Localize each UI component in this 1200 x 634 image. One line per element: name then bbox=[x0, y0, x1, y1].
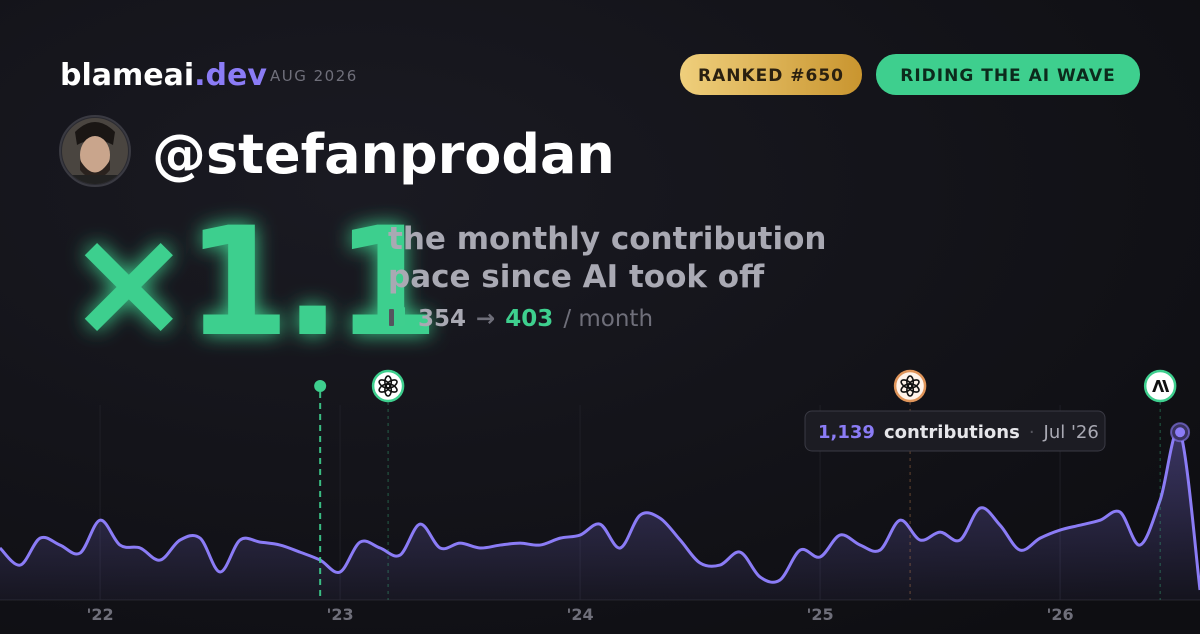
after-value: 403 bbox=[505, 306, 553, 332]
event-icon bbox=[371, 369, 405, 403]
anthropic-logo bbox=[1152, 380, 1170, 392]
tooltip-part: contributions bbox=[884, 422, 1020, 443]
line bbox=[0, 428, 1200, 591]
wave-text: RIDING THE AI WAVE bbox=[900, 66, 1115, 86]
tooltip-part: 1,139 bbox=[818, 422, 875, 443]
tooltip bbox=[804, 410, 1106, 452]
rank-badge bbox=[680, 54, 862, 95]
stat-icon bbox=[389, 309, 394, 326]
stats: 354 → 403 / month bbox=[418, 306, 653, 332]
chart: '22 '23 '24 '25 '26 1,139 contributions · Jul '2… bbox=[0, 369, 1200, 624]
event-dot bbox=[314, 380, 327, 392]
stat-icon bbox=[399, 307, 405, 326]
multiplier: ×1.1 bbox=[66, 196, 433, 370]
openai-petal bbox=[900, 379, 913, 389]
before-value: 354 bbox=[418, 306, 466, 332]
description-line: the monthly contribution bbox=[388, 221, 826, 257]
event-icon bbox=[893, 369, 927, 403]
x-tick-label: '24 bbox=[566, 605, 593, 624]
brand-suffix: .dev bbox=[194, 58, 267, 93]
x-tick-label: '23 bbox=[326, 605, 353, 624]
unit: / month bbox=[563, 306, 653, 332]
wave-badge bbox=[876, 54, 1140, 95]
avatar bbox=[59, 115, 131, 187]
arrow: → bbox=[476, 306, 495, 332]
area bbox=[0, 429, 1200, 600]
handle: @stefanprodan bbox=[152, 123, 615, 186]
rank-text: RANKED #650 bbox=[698, 66, 844, 86]
tooltip-text: 1,139 contributions · Jul '26 bbox=[818, 422, 1099, 443]
tooltip-part: · bbox=[1029, 422, 1035, 443]
x-tick-label: '22 bbox=[86, 605, 113, 624]
x-tick-label: '26 bbox=[1046, 605, 1073, 624]
openai-petal bbox=[378, 379, 391, 389]
tooltip-part: Jul '26 bbox=[1043, 422, 1099, 443]
peak-dot bbox=[1175, 427, 1186, 438]
x-tick-label: '25 bbox=[806, 605, 833, 624]
brand: blameai.dev bbox=[60, 58, 267, 93]
date: AUG 2026 bbox=[270, 67, 358, 85]
brand-name: blameai bbox=[60, 58, 194, 93]
description-line: pace since AI took off bbox=[388, 259, 765, 295]
